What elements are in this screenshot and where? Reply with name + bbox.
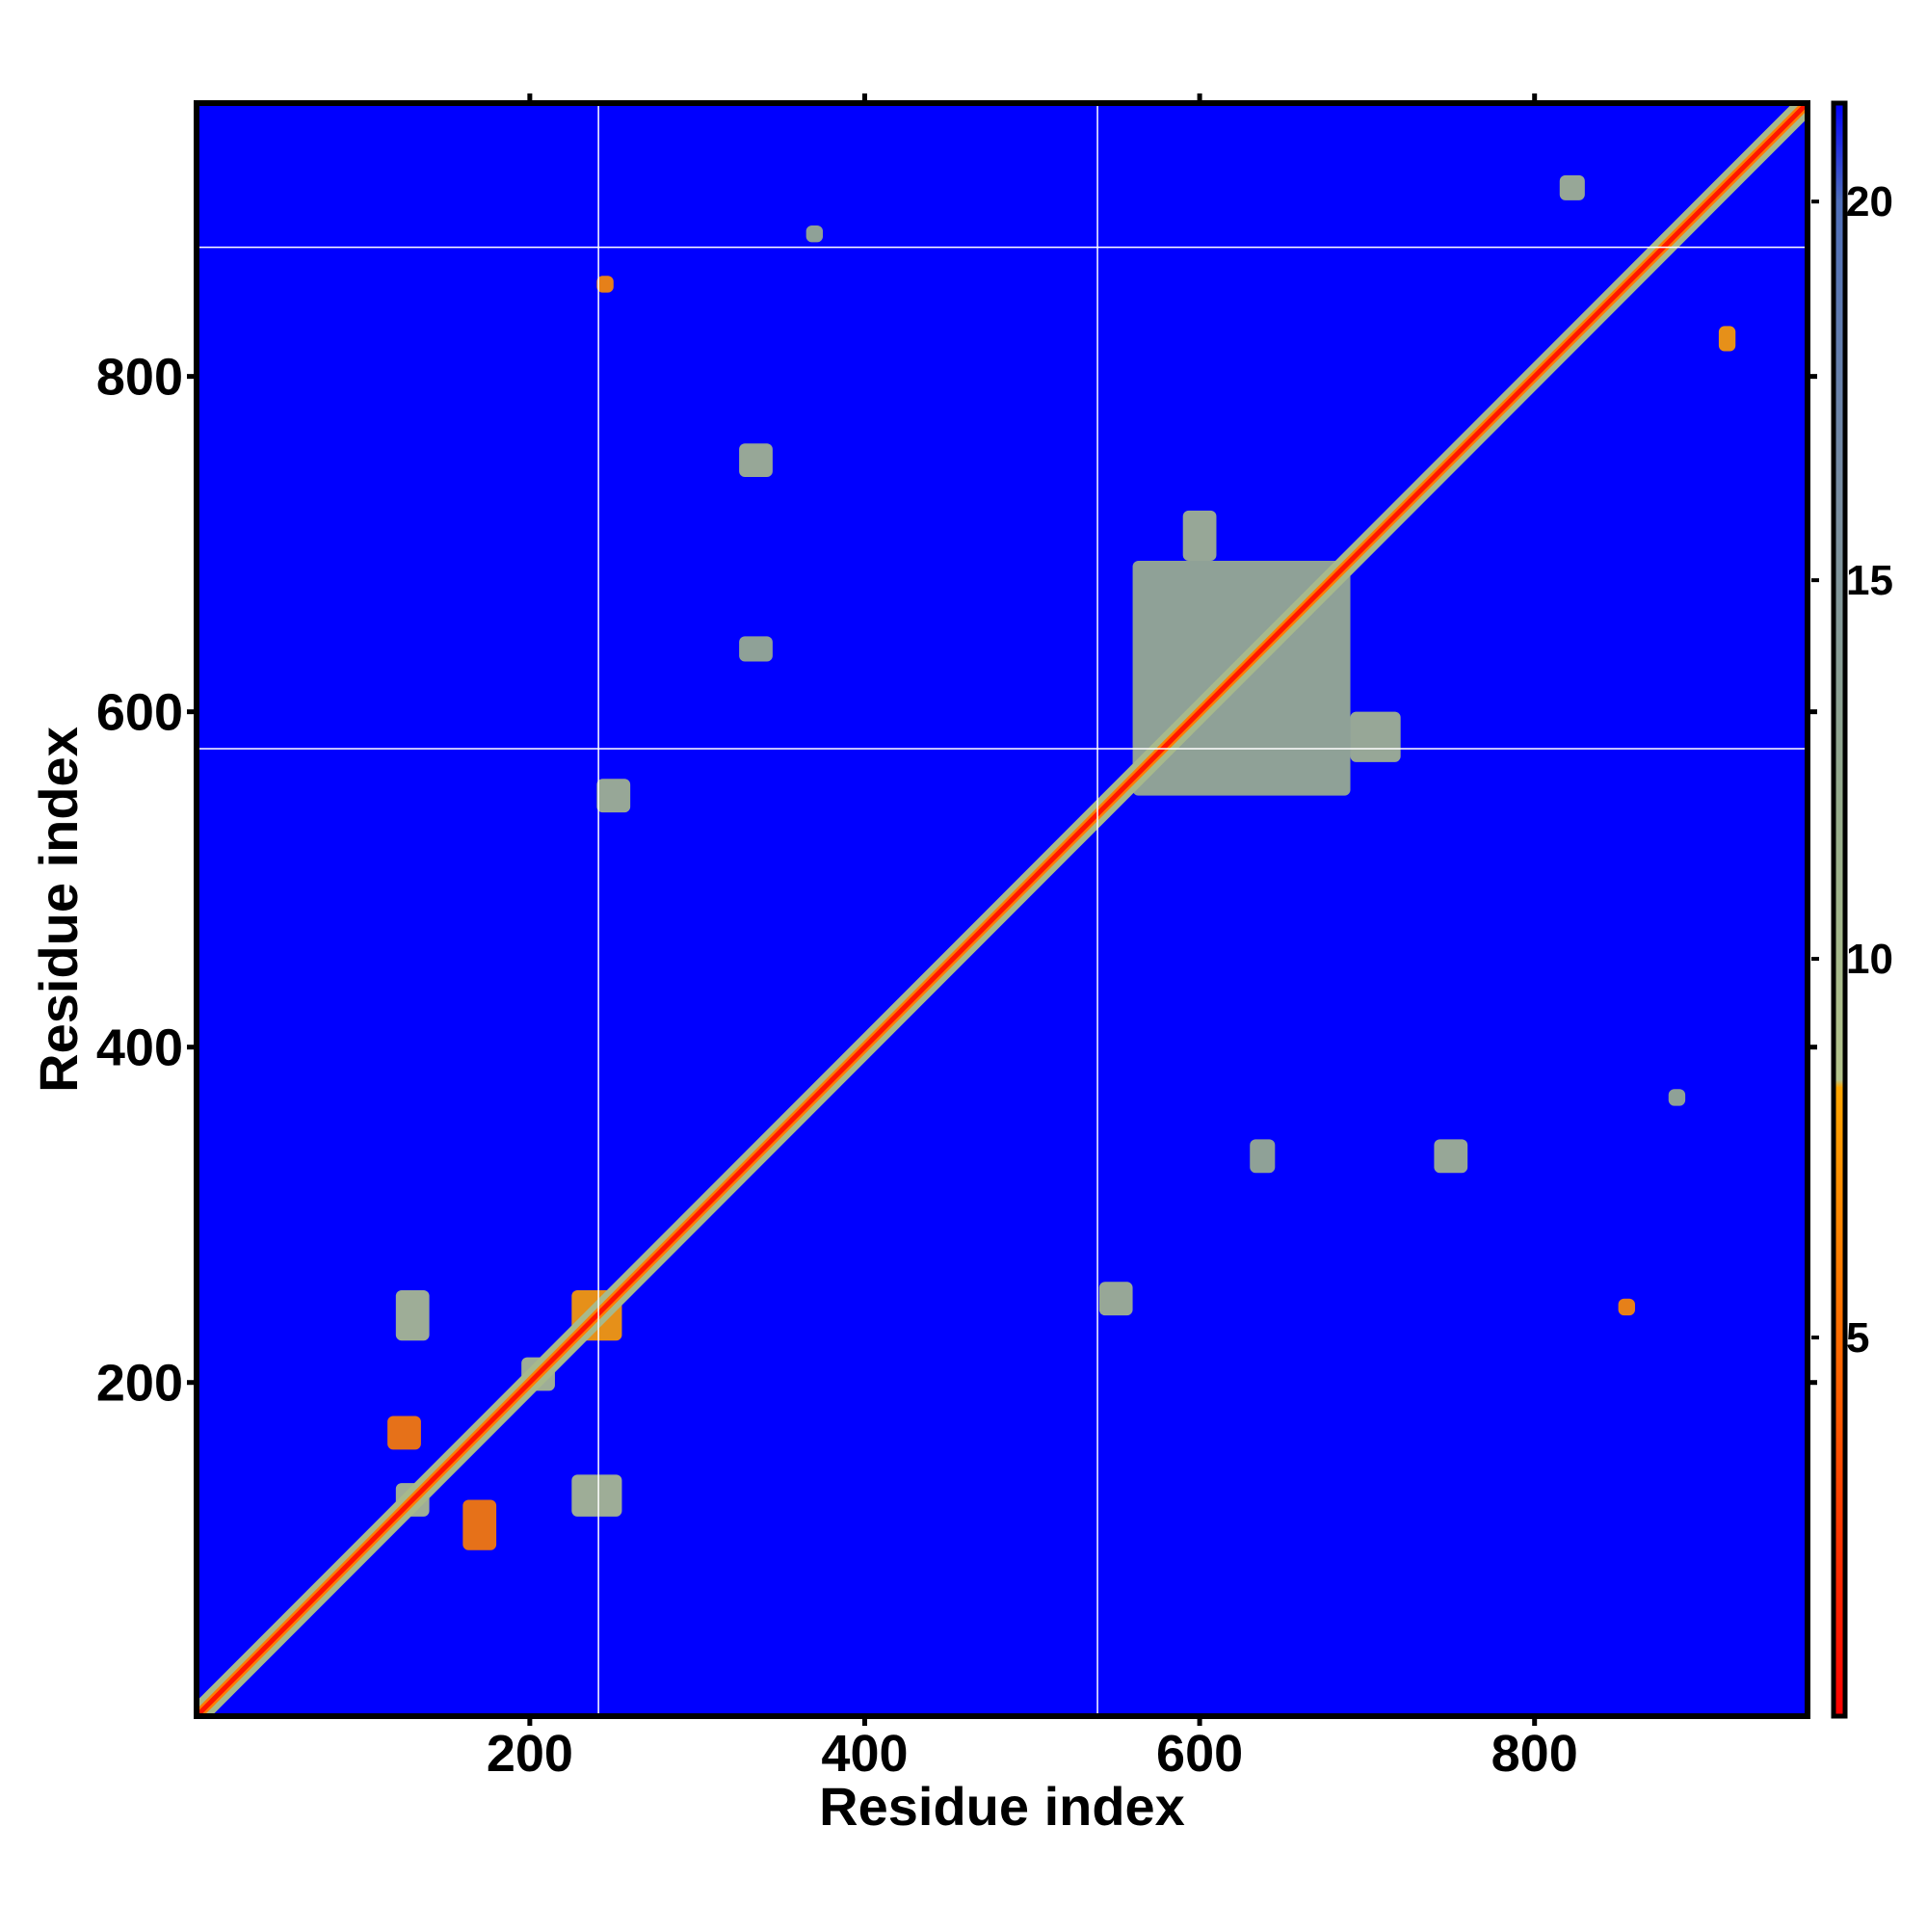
contact-region: [387, 1416, 421, 1450]
y-axis-ticks: 200 400 600 800: [96, 349, 1817, 1413]
colorbar-tick-label: 20: [1846, 178, 1893, 225]
contact-region: [1350, 711, 1401, 762]
y-tick-label: 600: [96, 684, 183, 742]
plot-frame: [194, 100, 1810, 1719]
contact-region: [1434, 1139, 1468, 1174]
x-tick-label: 800: [1491, 1725, 1578, 1783]
y-tick-label: 800: [96, 349, 183, 407]
contact-region: [1559, 174, 1585, 200]
contact-region: [739, 443, 773, 478]
colorbar-tick-label: 5: [1846, 1314, 1869, 1362]
x-tick-label: 200: [487, 1725, 573, 1783]
contact-region: [805, 225, 824, 243]
x-axis-label: Residue index: [819, 1776, 1185, 1837]
x-tick-label: 600: [1156, 1725, 1243, 1783]
diagonal-band: [197, 103, 1808, 1716]
contact-region: [739, 636, 773, 662]
y-axis-label: Residue index: [28, 727, 89, 1093]
x-tick-label: 400: [821, 1725, 908, 1783]
contact-region: [462, 1499, 497, 1550]
colorbar: [1831, 100, 1848, 1719]
diagonal-core: [197, 103, 1808, 1716]
contact-region: [571, 1474, 622, 1517]
contact-region: [596, 276, 614, 293]
contact-region: [596, 779, 631, 813]
contact-region: [1250, 1139, 1276, 1174]
contact-region: [1718, 326, 1736, 352]
reference-lines: [197, 103, 1808, 1716]
contact-region: [1098, 1282, 1133, 1316]
contact-region: [1618, 1298, 1635, 1316]
y-tick-label: 400: [96, 1019, 183, 1077]
x-axis-ticks: 200 400 600 800: [487, 93, 1578, 1783]
y-tick-label: 200: [96, 1355, 183, 1413]
colorbar-ticks: 5 10 15 20: [1811, 178, 1893, 1362]
colorbar-tick-label: 10: [1846, 936, 1893, 983]
contact-region: [1182, 510, 1217, 562]
contact-region: [395, 1290, 430, 1341]
contact-region: [1668, 1089, 1686, 1106]
colorbar-tick-label: 15: [1846, 557, 1893, 604]
